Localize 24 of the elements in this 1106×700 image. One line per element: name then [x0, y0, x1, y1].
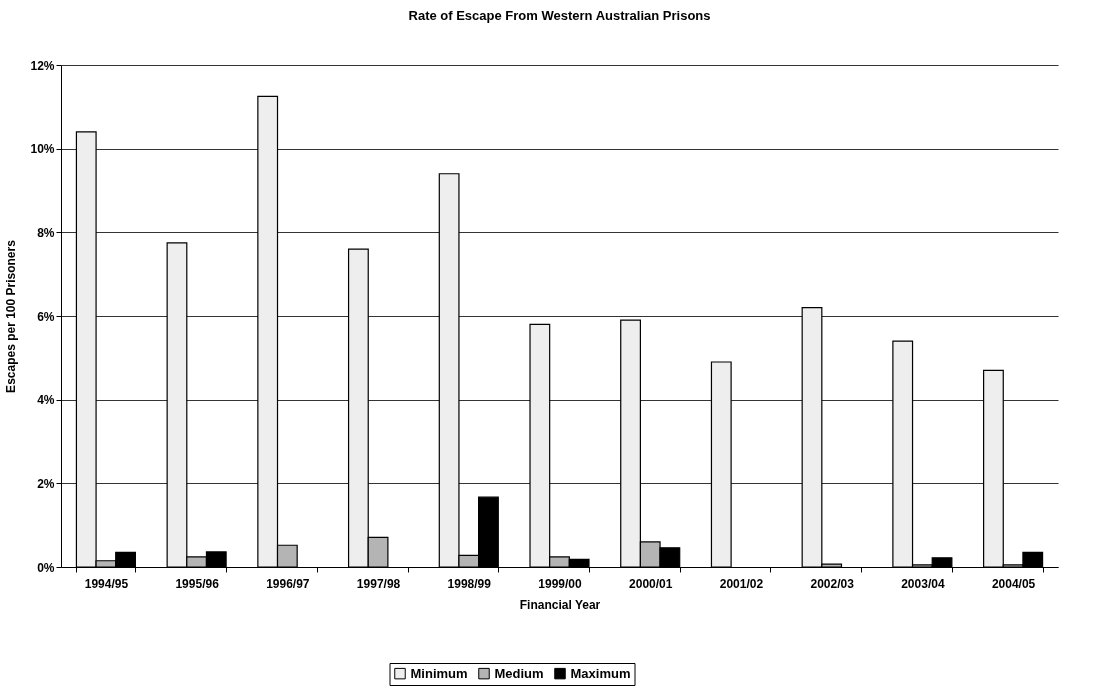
- x-tick-label: 1995/96: [175, 576, 220, 591]
- x-axis-title: Financial Year: [519, 597, 601, 612]
- y-tick-label: 6%: [37, 309, 55, 324]
- x-tick-label: 1996/97: [266, 576, 310, 591]
- x-tick-label: 2000/01: [629, 576, 673, 591]
- y-tick-label: 0%: [37, 560, 55, 575]
- x-tick-label: 1997/98: [356, 576, 401, 591]
- x-tick-label: 1998/99: [447, 576, 492, 591]
- y-tick-label: 2%: [37, 476, 55, 491]
- chart-title: Rate of Escape From Western Australian Prisons: [408, 8, 711, 23]
- x-tick-label: 2003/04: [901, 576, 945, 591]
- x-tick-label: 2002/03: [810, 576, 855, 591]
- legend-label: Maximum: [570, 665, 631, 681]
- legend-label: Minimum: [410, 665, 468, 681]
- y-axis-title: Escapes per 100 Prisoners: [4, 239, 19, 393]
- x-tick-label: 1994/95: [84, 576, 129, 591]
- y-tick-label: 12%: [30, 58, 55, 73]
- x-tick-label: 1999/00: [538, 576, 583, 591]
- y-tick-label: 10%: [30, 142, 55, 157]
- x-tick-label: 2001/02: [719, 576, 764, 591]
- x-tick-label: 2004/05: [991, 576, 1036, 591]
- legend-label: Medium: [494, 665, 544, 681]
- y-tick-label: 4%: [37, 393, 55, 408]
- y-tick-label: 8%: [37, 225, 55, 240]
